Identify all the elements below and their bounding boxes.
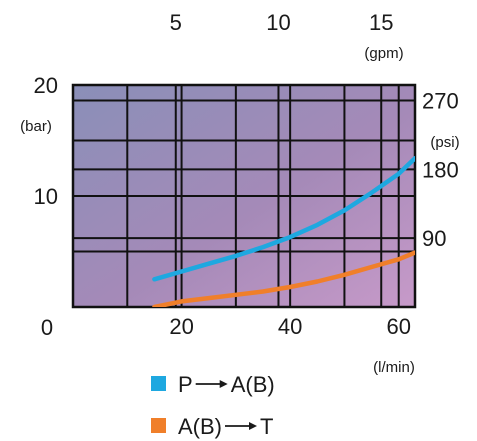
x-top-tick-label: 10 xyxy=(266,10,290,35)
series-line-p-to-ab xyxy=(152,156,415,282)
plot-border xyxy=(71,83,417,309)
x-bottom-tick-label: 20 xyxy=(169,314,193,339)
legend-from-label: P xyxy=(178,372,193,397)
y-left-unit-label: (bar) xyxy=(20,118,52,135)
series-lines xyxy=(152,156,415,307)
legend-item: P A(B) xyxy=(151,372,275,397)
legend-swatch xyxy=(151,376,166,391)
x-bottom-tick-label: 60 xyxy=(386,314,410,339)
y-right-tick-label: 270 xyxy=(422,89,459,114)
x-top-tick-label: 15 xyxy=(369,10,393,35)
y-right-tick-label: 90 xyxy=(422,226,446,251)
y-right-tick-label: 180 xyxy=(422,157,459,182)
x-bottom-tick-label: 40 xyxy=(278,314,302,339)
series-line-ab-to-t xyxy=(152,250,415,307)
axis-labels: 20 40 60 (l/min) 5 10 15 (gpm) 20 10 0 (bar) 90 180 27… xyxy=(20,10,459,376)
x-bottom-unit-label: (l/min) xyxy=(373,359,415,376)
legend-arrow-head xyxy=(219,380,228,388)
x-top-unit-label: (gpm) xyxy=(364,45,403,62)
legend-from-label: A(B) xyxy=(178,414,222,439)
legend: P A(B) A(B) T xyxy=(151,372,275,439)
legend-to-label: A(B) xyxy=(231,372,275,397)
legend-arrow-head xyxy=(249,422,257,430)
y-left-tick-label: 10 xyxy=(34,184,58,209)
legend-to-label: T xyxy=(260,414,273,439)
x-top-tick-label: 5 xyxy=(170,10,182,35)
y-left-tick-label: 20 xyxy=(34,73,58,98)
legend-item: A(B) T xyxy=(151,414,273,439)
y-right-unit-label: (psi) xyxy=(430,134,459,151)
legend-swatch xyxy=(151,418,166,433)
y-left-tick-label: 0 xyxy=(41,315,53,340)
